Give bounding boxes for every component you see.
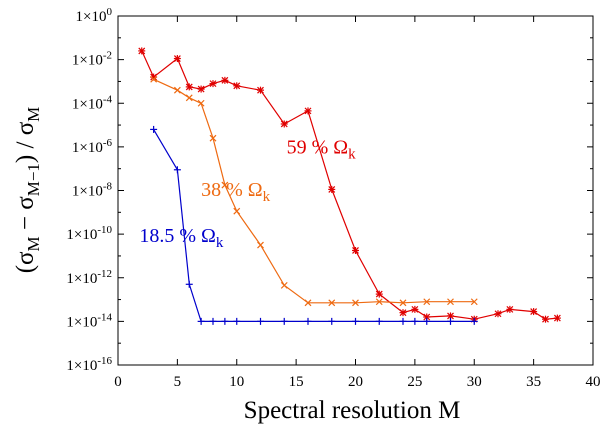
y-tick-label: 1×100 bbox=[76, 6, 113, 25]
series-plus bbox=[150, 125, 478, 325]
data-point bbox=[530, 308, 538, 316]
data-point bbox=[257, 317, 264, 325]
data-point bbox=[304, 317, 312, 325]
data-point bbox=[447, 298, 454, 306]
data-point bbox=[470, 317, 478, 325]
data-point bbox=[221, 317, 229, 325]
data-point bbox=[233, 317, 241, 325]
series-label: 38 % Ωk bbox=[201, 179, 271, 205]
data-point bbox=[185, 280, 193, 288]
data-point bbox=[399, 299, 407, 307]
data-point bbox=[257, 86, 264, 94]
data-point bbox=[423, 298, 431, 306]
data-point bbox=[150, 75, 158, 83]
data-point bbox=[150, 125, 158, 133]
data-point bbox=[506, 305, 514, 313]
data-point bbox=[304, 299, 312, 307]
data-point bbox=[280, 317, 288, 325]
labels-layer: 0 5 10 15 20 25 30 35 40 1×100 1×10-2 1×10-4 1×10-6 1… bbox=[66, 6, 600, 390]
y-tick-label: 1×10-6 bbox=[72, 137, 113, 156]
y-tick-label: 1×10-4 bbox=[72, 93, 113, 112]
data-point bbox=[411, 305, 419, 313]
data-point bbox=[352, 317, 359, 325]
data-point bbox=[447, 317, 454, 325]
data-point bbox=[173, 55, 181, 63]
y-tick-label: 1×10-8 bbox=[72, 181, 113, 200]
data-point bbox=[447, 312, 454, 320]
data-point bbox=[197, 317, 205, 325]
data-point bbox=[399, 309, 407, 317]
data-point bbox=[138, 47, 146, 55]
data-point bbox=[352, 246, 359, 254]
y-tick-label: 1×10-2 bbox=[72, 50, 112, 69]
data-point bbox=[185, 94, 193, 102]
y-axis-title: (σM − σM−1) / σM bbox=[12, 107, 43, 274]
y-tick-label: 1×10-16 bbox=[66, 355, 112, 374]
data-point bbox=[304, 107, 312, 115]
y-tick-label: 1×10-12 bbox=[66, 268, 112, 287]
data-point bbox=[173, 86, 181, 94]
ticks-layer bbox=[117, 15, 594, 366]
data-point bbox=[197, 85, 205, 93]
data-point bbox=[328, 185, 336, 193]
data-point bbox=[185, 83, 193, 91]
data-point bbox=[553, 314, 561, 322]
x-tick-label: 10 bbox=[229, 374, 244, 390]
x-tick-label: 40 bbox=[586, 374, 600, 390]
data-point bbox=[328, 317, 336, 325]
data-point bbox=[542, 315, 549, 323]
data-point bbox=[221, 76, 229, 84]
series-x bbox=[150, 75, 478, 307]
x-tick-label: 35 bbox=[526, 374, 541, 390]
x-tick-label: 15 bbox=[289, 374, 304, 390]
data-point bbox=[352, 299, 359, 307]
y-tick-label: 1×10-10 bbox=[66, 224, 112, 243]
data-point bbox=[233, 82, 241, 90]
data-point bbox=[257, 241, 264, 249]
x-tick-label: 5 bbox=[174, 374, 182, 390]
series-label: 18.5 % Ωk bbox=[139, 225, 224, 251]
data-point bbox=[375, 298, 383, 306]
data-point bbox=[375, 290, 383, 298]
data-point bbox=[233, 207, 241, 215]
data-point bbox=[173, 166, 181, 174]
data-point bbox=[209, 317, 217, 325]
x-tick-label: 30 bbox=[467, 374, 482, 390]
data-point bbox=[209, 80, 217, 88]
data-point bbox=[221, 181, 229, 189]
y-tick-label: 1×10-14 bbox=[66, 311, 112, 330]
data-point bbox=[411, 317, 419, 325]
data-point bbox=[423, 317, 431, 325]
x-axis-title: Spectral resolution M bbox=[244, 397, 461, 424]
data-point bbox=[209, 134, 217, 142]
data-point bbox=[470, 298, 478, 306]
x-tick-label: 0 bbox=[114, 374, 122, 390]
data-point bbox=[280, 120, 288, 128]
data-point bbox=[494, 310, 502, 318]
x-tick-label: 25 bbox=[407, 374, 422, 390]
data-point bbox=[197, 99, 205, 107]
series-label: 59 % Ωk bbox=[287, 136, 357, 162]
series-layer bbox=[138, 47, 561, 325]
x-tick-label: 20 bbox=[348, 374, 363, 390]
data-point bbox=[280, 281, 288, 289]
data-point bbox=[399, 317, 407, 325]
data-point bbox=[328, 299, 336, 307]
data-point bbox=[375, 317, 383, 325]
plot-frame bbox=[117, 15, 594, 366]
